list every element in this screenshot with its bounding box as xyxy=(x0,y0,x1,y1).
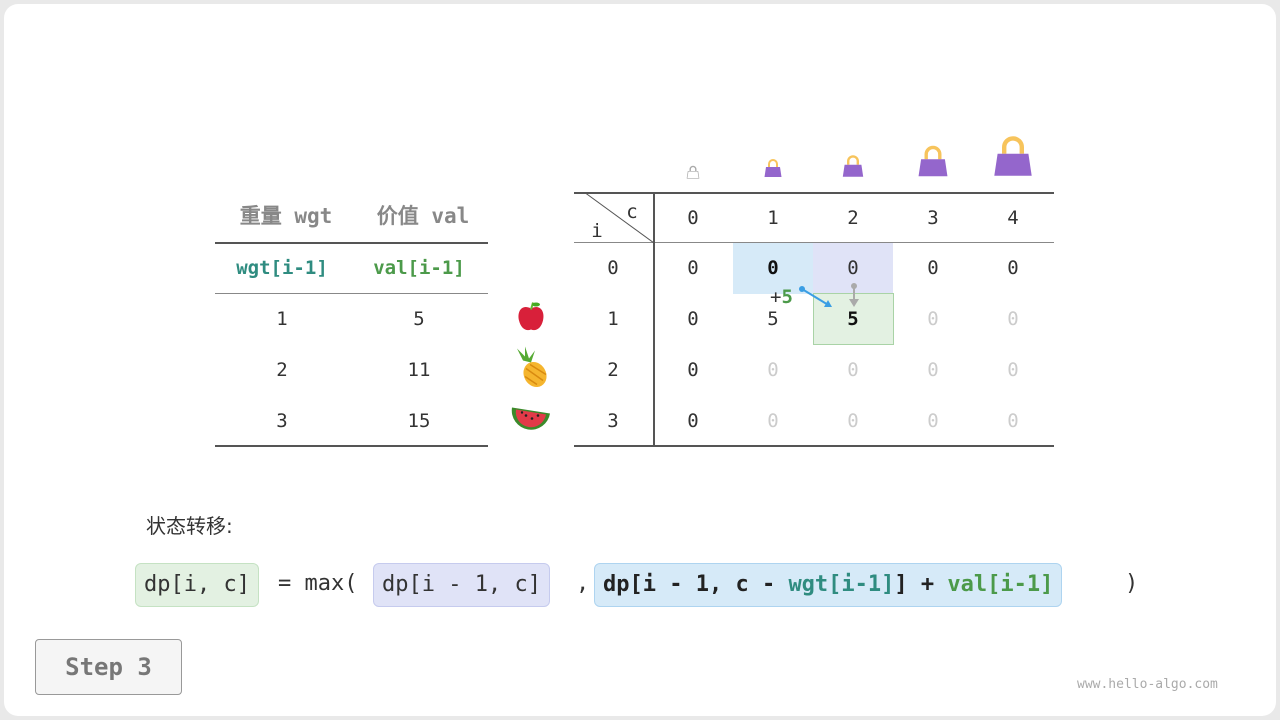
divider xyxy=(215,293,488,294)
transition-label: 状态转移: xyxy=(146,514,233,538)
dp-cell: 0 xyxy=(767,410,779,432)
watermelon-icon xyxy=(510,404,552,439)
dp-cell: 0 xyxy=(687,308,699,330)
row-header-1: 1 xyxy=(607,308,619,330)
dp-cell: 0 xyxy=(847,359,859,381)
divider xyxy=(574,445,1054,447)
take-dp: dp[i - 1, c - xyxy=(603,572,789,597)
take-val: val[i-1] xyxy=(947,572,1054,597)
max-text: = max( xyxy=(278,571,358,596)
dp-cell: 0 xyxy=(767,257,779,279)
val-cell: 11 xyxy=(407,359,431,381)
divider xyxy=(574,192,1054,194)
dp-cell: 0 xyxy=(927,359,939,381)
highlight-current xyxy=(813,293,894,345)
val-cell: 15 xyxy=(407,410,431,432)
col-header-0: 0 xyxy=(687,207,699,229)
watermark: www.hello-algo.com xyxy=(1077,677,1218,692)
divider xyxy=(215,445,488,447)
row-header-0: 0 xyxy=(607,257,619,279)
corner-diagonal xyxy=(583,192,654,243)
dp-cell: 0 xyxy=(847,410,859,432)
take-option-box: dp[i - 1, c - wgt[i-1]] + val[i-1] xyxy=(594,563,1063,607)
divider xyxy=(574,242,1054,243)
plus-sign: + xyxy=(770,286,782,308)
col-header-2: 2 xyxy=(847,207,859,229)
slide: 重量 wgt 价值 val wgt[i-1] val[i-1] i c +5 状… xyxy=(4,4,1276,716)
row-header-2: 2 xyxy=(607,359,619,381)
bag-icon xyxy=(915,144,951,182)
subheader-val: val[i-1] xyxy=(373,257,465,279)
transition-arrows xyxy=(799,283,859,307)
wgt-cell: 1 xyxy=(276,308,288,330)
dp-cell: 0 xyxy=(1007,308,1019,330)
divider xyxy=(215,242,488,244)
header-wgt: 重量 wgt xyxy=(239,204,333,228)
col-header-1: 1 xyxy=(767,207,779,229)
gain-value: 5 xyxy=(781,286,793,308)
wgt-cell: 3 xyxy=(276,410,288,432)
close-paren: ) xyxy=(1125,571,1139,596)
lhs-box: dp[i, c] xyxy=(135,563,259,607)
row-header-3: 3 xyxy=(607,410,619,432)
comma: , xyxy=(576,571,590,596)
col-header-4: 4 xyxy=(1007,207,1019,229)
header-val: 价值 val xyxy=(376,204,470,228)
dp-cell: 0 xyxy=(847,257,859,279)
bag-icon xyxy=(686,164,700,183)
col-header-3: 3 xyxy=(927,207,939,229)
dp-cell: 0 xyxy=(1007,410,1019,432)
bag-icon xyxy=(990,134,1036,182)
dp-cell: 5 xyxy=(847,308,859,330)
dp-cell: 0 xyxy=(927,410,939,432)
highlight-take xyxy=(733,243,813,294)
dp-cell: 5 xyxy=(767,308,779,330)
dp-cell: 0 xyxy=(927,257,939,279)
subheader-wgt: wgt[i-1] xyxy=(236,257,328,279)
dp-cell: 0 xyxy=(687,359,699,381)
wgt-cell: 2 xyxy=(276,359,288,381)
step-button[interactable]: Step 3 xyxy=(35,639,182,695)
dp-cell: 0 xyxy=(1007,257,1019,279)
dp-cell: 0 xyxy=(927,308,939,330)
skip-option-box: dp[i - 1, c] xyxy=(373,563,550,607)
corner-c: c xyxy=(626,201,638,223)
dp-cell: 0 xyxy=(1007,359,1019,381)
corner-i: i xyxy=(591,220,603,242)
pineapple-icon xyxy=(513,346,549,394)
take-wgt: wgt[i-1] xyxy=(788,572,895,597)
dp-cell: 0 xyxy=(687,257,699,279)
val-cell: 5 xyxy=(413,308,425,330)
bag-icon xyxy=(839,154,867,182)
dp-cell: 0 xyxy=(767,359,779,381)
gain-annotation: +5 xyxy=(770,286,793,308)
apple-icon xyxy=(516,301,546,338)
divider xyxy=(653,192,655,446)
bag-icon xyxy=(762,158,784,182)
take-plus: ] + xyxy=(894,572,948,597)
dp-cell: 0 xyxy=(687,410,699,432)
